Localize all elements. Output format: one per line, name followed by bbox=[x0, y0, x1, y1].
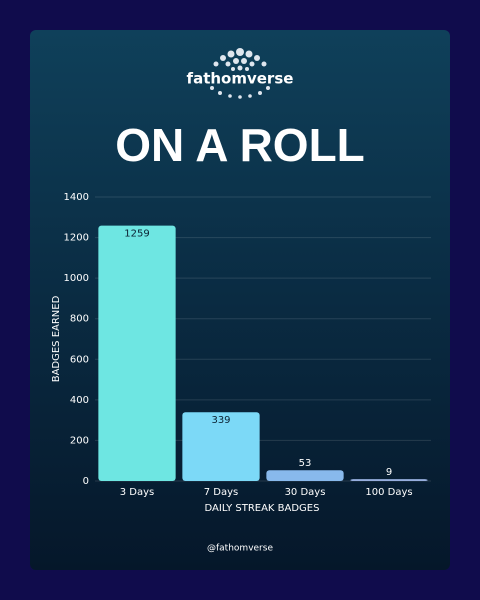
y-tick-label: 1400 bbox=[64, 192, 89, 203]
y-tick-label: 200 bbox=[70, 435, 89, 446]
data-label: 1259 bbox=[124, 229, 149, 240]
y-tick-label: 800 bbox=[70, 314, 89, 325]
data-label: 9 bbox=[386, 467, 392, 478]
bar bbox=[182, 412, 260, 481]
bar bbox=[350, 479, 428, 481]
y-tick-label: 600 bbox=[70, 354, 89, 365]
data-label: 339 bbox=[211, 415, 230, 426]
y-tick-label: 1200 bbox=[64, 233, 89, 244]
y-tick-label: 1000 bbox=[64, 273, 89, 284]
x-axis-label: DAILY STREAK BADGES bbox=[205, 503, 320, 514]
chart-title: ON A ROLL bbox=[115, 119, 365, 171]
x-tick-label: 7 Days bbox=[204, 487, 239, 498]
y-axis-label: BADGES EARNED bbox=[51, 295, 62, 382]
x-tick-label: 30 Days bbox=[285, 487, 326, 498]
y-tick-label: 0 bbox=[83, 476, 89, 487]
handle: @fathomverse bbox=[207, 544, 273, 554]
bar bbox=[266, 470, 344, 481]
brand: fathomverse bbox=[187, 70, 294, 88]
logo-icon bbox=[210, 48, 270, 99]
x-tick-label: 3 Days bbox=[120, 487, 155, 498]
data-label: 53 bbox=[299, 458, 312, 469]
bar bbox=[98, 225, 176, 481]
y-tick-label: 400 bbox=[70, 395, 89, 406]
x-tick-label: 100 Days bbox=[365, 487, 412, 498]
